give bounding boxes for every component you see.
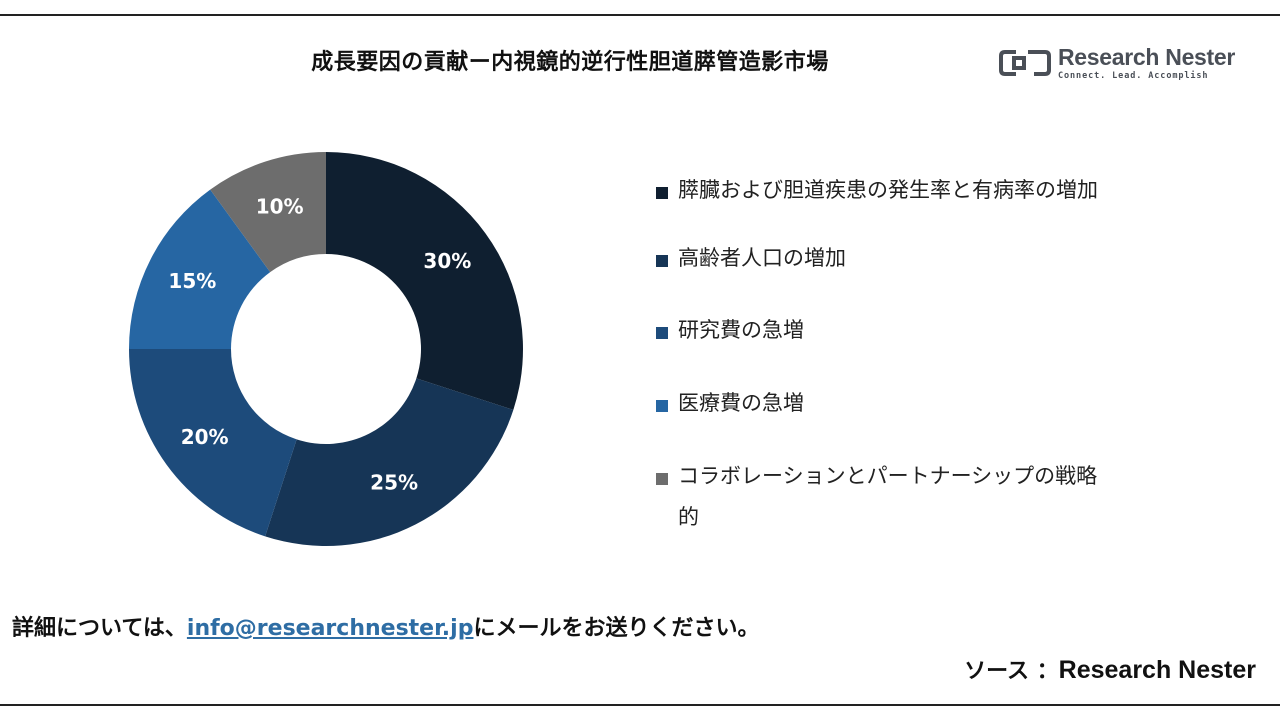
bottom-rule: [0, 704, 1280, 706]
donut-slice-1: [326, 152, 523, 410]
legend-label-2: 高齢者人口の増加: [678, 246, 846, 270]
source-label: ソース: [964, 659, 1029, 684]
legend-label-3: 研究費の急増: [678, 318, 804, 342]
contact-suffix: にメールをお送りください。: [473, 616, 760, 641]
legend-swatch-4: [656, 400, 668, 412]
slice-label-1: 30%: [423, 249, 471, 273]
source-separator: ：: [1036, 659, 1059, 684]
logo-name: Research Nester: [1058, 44, 1236, 70]
top-rule: [0, 14, 1280, 16]
legend-swatch-3: [656, 327, 668, 339]
donut-slice-4: [129, 189, 271, 349]
legend-swatch-5: [656, 473, 668, 485]
legend-label-4: 医療費の急増: [678, 391, 804, 415]
source-name: Research Nester: [1058, 656, 1256, 684]
legend-label-5: コラボレーションとパートナーシップの戦略的: [678, 464, 1098, 529]
legend-swatch-2: [656, 255, 668, 267]
research-nester-logo-mark-icon: [999, 50, 1051, 76]
source-credit: ソース ：Research Nester: [964, 653, 1256, 685]
chart-title: 成長要因の貢献ー内視鏡的逆行性胆道膵管造影市場: [311, 50, 829, 75]
slice-label-5: 10%: [256, 194, 304, 218]
legend-swatch-1: [656, 187, 668, 199]
slice-label-4: 15%: [168, 269, 216, 293]
slice-label-2: 25%: [370, 471, 418, 495]
donut-slice-2: [265, 378, 514, 546]
research-nester-logo: Research Nester Connect. Lead. Accomplis…: [998, 44, 1235, 84]
contact-note: 詳細については、info@researchnester.jpにメールをお送りくだ…: [12, 610, 759, 642]
donut-slice-3: [129, 349, 297, 537]
contact-email-link[interactable]: info@researchnester.jp: [186, 616, 474, 641]
legend-label-1: 膵臓および胆道疾患の発生率と有病率の増加: [678, 178, 1098, 202]
donut-chart: 30% 25% 20% 15% 10%: [129, 152, 523, 546]
slice-label-3: 20%: [181, 425, 229, 449]
logo-tagline: Connect. Lead. Accomplish: [1058, 71, 1209, 81]
contact-prefix: 詳細については、: [12, 616, 187, 641]
donut-slice-5: [210, 152, 326, 273]
